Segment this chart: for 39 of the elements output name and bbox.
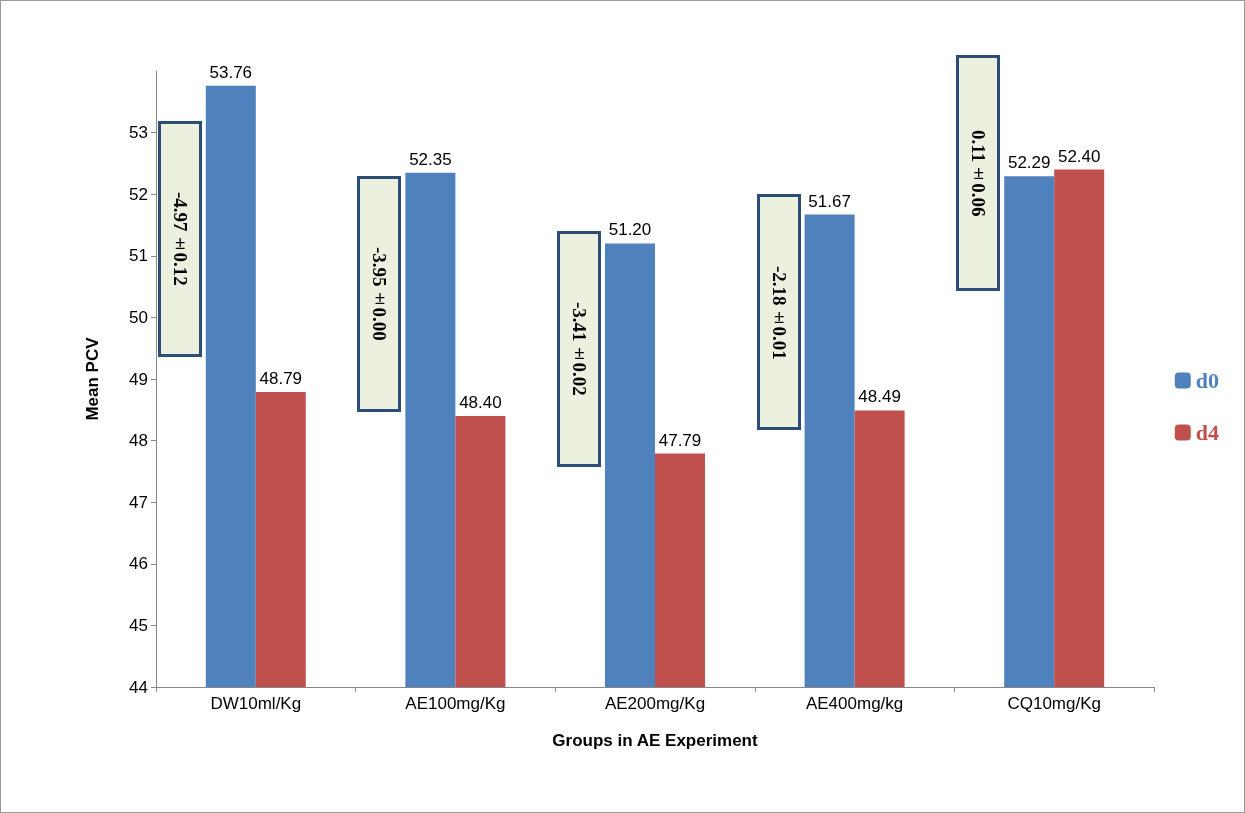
data-label: 52.35: [409, 149, 452, 169]
note-box: -3.41±0.02: [557, 230, 601, 467]
y-axis-title: Mean PCV: [83, 336, 102, 421]
note-box: -4.97±0.12: [157, 120, 202, 357]
y-tick-label: 45: [129, 615, 148, 635]
legend-label: d0: [1195, 368, 1220, 393]
note-box: -3.95±0.00: [357, 176, 402, 413]
y-tick-label: 44: [129, 677, 148, 697]
data-label: 47.79: [658, 430, 702, 450]
y-tick-label: 52: [129, 184, 148, 204]
annotation: -3.41±0.02: [568, 301, 590, 396]
data-label: 52.29: [1007, 153, 1051, 173]
legend-label: d4: [1195, 420, 1220, 445]
note-box: 0.11±0.06: [956, 54, 1001, 291]
y-tick-label: 51: [129, 246, 148, 266]
x-tick-label: DW10ml/Kg: [210, 694, 302, 713]
x-tick-label: AE100mg/Kg: [405, 694, 506, 713]
data-label: 48.40: [459, 392, 502, 412]
annotation: -2.18±0.01: [767, 265, 790, 360]
y-tick-label: 47: [129, 492, 148, 512]
y-tick-label: 50: [129, 307, 148, 327]
y-tick-label: 49: [129, 369, 148, 389]
x-axis-title: Groups in AE Experiment: [552, 731, 758, 750]
data-label: 48.79: [259, 368, 303, 388]
y-tick-label: 48: [129, 431, 148, 451]
data-label: 51.20: [608, 220, 652, 240]
x-tick-label: CQ10mg/Kg: [1007, 694, 1101, 713]
data-label: 48.49: [858, 387, 901, 407]
x-tick-label: AE400mg/kg: [805, 694, 904, 713]
data-label: 51.67: [808, 191, 851, 211]
y-tick-label: 46: [129, 554, 148, 574]
annotation: -3.95±0.00: [368, 247, 391, 342]
annotation: 0.11±0.06: [967, 129, 990, 217]
note-box: -2.18±0.01: [756, 194, 801, 431]
annotation: -4.97±0.12: [168, 191, 191, 286]
data-label: 52.40: [1057, 146, 1101, 166]
y-tick-label: 53: [129, 123, 148, 143]
data-label: 53.76: [209, 62, 253, 82]
x-tick-label: AE200mg/Kg: [604, 694, 706, 713]
